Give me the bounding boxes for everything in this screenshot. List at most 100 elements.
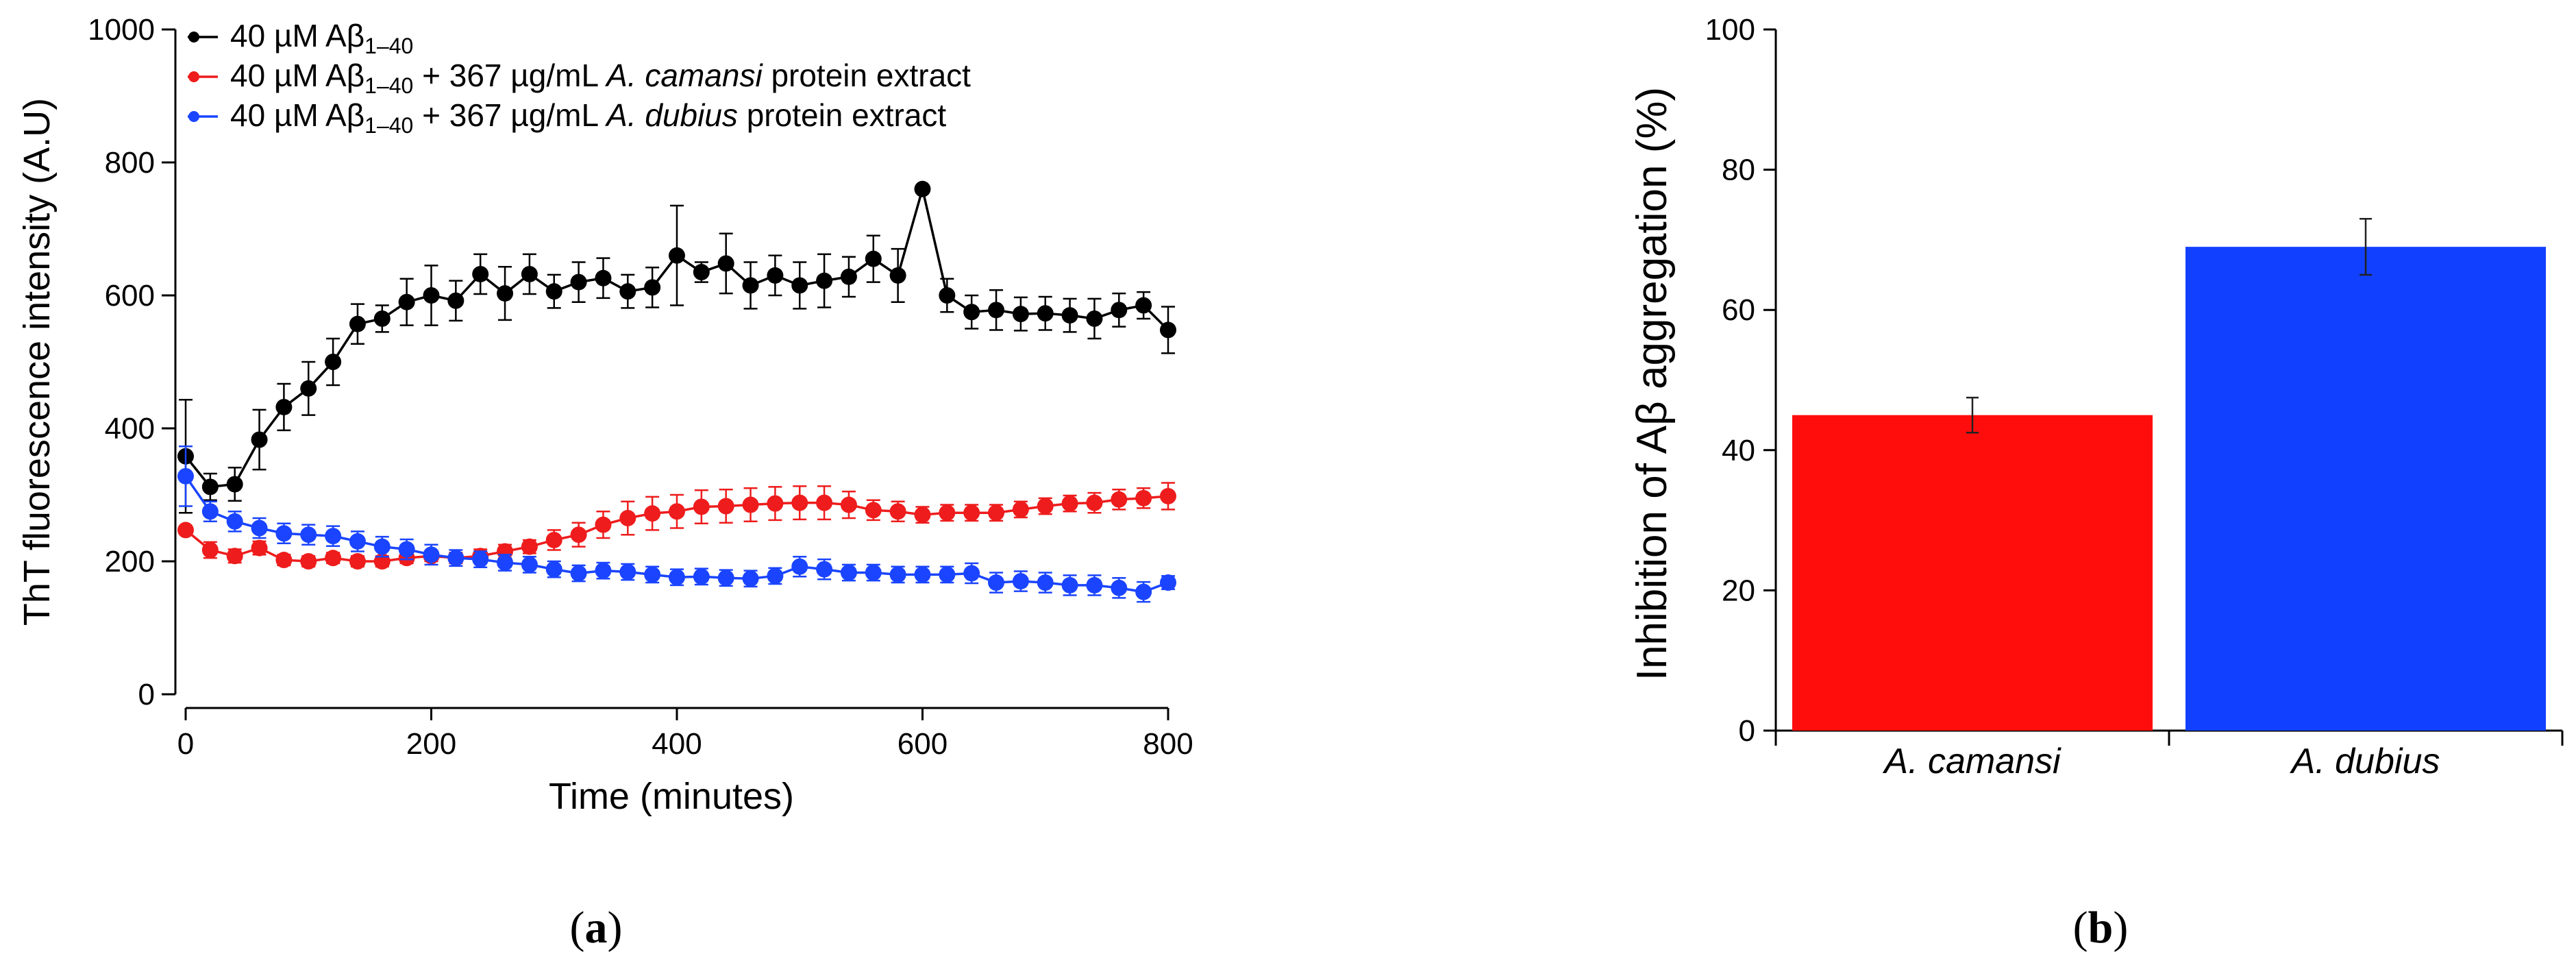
data-point — [939, 287, 956, 304]
data-point — [472, 551, 489, 568]
data-point — [1086, 494, 1103, 511]
legend-item-1: 40 µM Aβ1–40 — [188, 18, 413, 58]
data-point — [201, 478, 219, 496]
data-point — [939, 566, 956, 583]
legend-label-part: 1–40 — [364, 113, 413, 138]
data-point — [889, 267, 906, 284]
y-axis-ticks: 0 200 400 600 800 1000 — [88, 13, 175, 711]
bars-group: A. camansi A. dubius — [1774, 217, 2564, 781]
data-point — [742, 496, 759, 513]
category-label: A. camansi — [1882, 742, 2061, 781]
data-point — [349, 553, 366, 570]
data-point — [1111, 302, 1128, 319]
data-point — [644, 279, 661, 296]
data-point — [226, 476, 243, 493]
data-point — [177, 467, 194, 485]
y-tick-label: 400 — [105, 412, 155, 445]
data-point — [570, 526, 587, 543]
data-point — [717, 255, 734, 272]
data-point — [177, 522, 194, 539]
data-point — [251, 539, 268, 557]
data-point — [767, 495, 784, 512]
data-point — [963, 504, 980, 522]
data-point — [791, 494, 808, 511]
data-point — [300, 526, 317, 543]
data-point — [644, 566, 661, 583]
bar-chart-panel: 0 20 40 60 80 100 A. camansi A. dubius Inhibit… — [1628, 13, 2564, 953]
category-label: A. dubius — [2290, 742, 2440, 781]
y-tick-label: 80 — [1722, 154, 1755, 187]
data-point — [791, 277, 808, 294]
data-point — [963, 304, 980, 321]
data-point — [767, 567, 784, 585]
data-point — [669, 569, 685, 586]
data-point — [472, 265, 489, 282]
data-point — [840, 564, 857, 581]
data-point — [1160, 487, 1176, 504]
data-point — [275, 398, 293, 415]
data-point — [398, 541, 415, 558]
data-point — [1160, 321, 1176, 339]
data-point — [742, 570, 759, 587]
data-point — [644, 505, 661, 522]
data-point — [1061, 307, 1078, 324]
legend-label: 40 µM Aβ1–40 + 367 µg/mL A. dubius prote… — [230, 97, 946, 138]
data-point — [717, 570, 734, 587]
data-point — [423, 546, 440, 563]
y-tick-label: 40 — [1722, 434, 1755, 467]
data-point — [349, 315, 366, 332]
series-3 — [177, 445, 1176, 603]
data-point — [1012, 501, 1029, 518]
data-point — [201, 541, 219, 559]
line-chart-panel: 0 200 400 600 800 1000 0 200 400 600 800 ThT fluo… — [16, 13, 1193, 953]
y-tick-label: 60 — [1722, 293, 1755, 327]
legend-item-3: 40 µM Aβ1–40 + 367 µg/mL A. dubius prote… — [188, 97, 946, 138]
data-point — [889, 503, 906, 520]
bar — [1792, 415, 2153, 731]
data-point — [349, 533, 366, 550]
legend-label-part: A. dubius — [604, 97, 738, 133]
x-tick-label: 600 — [897, 727, 948, 761]
y-axis-ticks: 0 20 40 60 80 100 — [1705, 13, 1776, 748]
data-point — [595, 562, 612, 579]
data-point — [226, 513, 243, 530]
data-point — [595, 269, 612, 286]
data-point — [1135, 297, 1152, 314]
data-point — [963, 565, 980, 582]
data-point — [619, 283, 636, 300]
data-point — [889, 566, 906, 583]
data-point — [816, 272, 833, 289]
y-tick-label: 0 — [138, 678, 155, 711]
legend-label-part: protein extract — [763, 58, 971, 93]
data-point — [619, 563, 636, 581]
data-point — [693, 264, 710, 281]
data-point — [447, 550, 465, 567]
legend-label: 40 µM Aβ1–40 — [230, 18, 413, 58]
data-point — [521, 556, 538, 573]
panel-label-a: (a) — [570, 903, 623, 953]
panel-label-b: (b) — [2073, 903, 2129, 953]
data-point — [300, 380, 317, 397]
data-point — [1037, 574, 1054, 591]
data-point — [325, 354, 342, 370]
legend-label-part: 40 µM Aβ — [230, 58, 364, 93]
data-point — [988, 302, 1005, 319]
legend-marker — [188, 32, 199, 42]
data-point — [373, 310, 391, 327]
y-tick-label: 0 — [1739, 714, 1755, 748]
x-tick-label: 200 — [406, 727, 456, 761]
data-point — [816, 494, 833, 511]
data-point — [275, 525, 293, 542]
legend-label-part: 40 µM Aβ — [230, 18, 364, 53]
data-point — [865, 564, 882, 581]
data-point — [1037, 305, 1054, 322]
data-point — [201, 503, 219, 520]
y-tick-label: 600 — [105, 279, 155, 313]
data-point — [570, 565, 587, 582]
data-point — [1061, 576, 1078, 594]
legend-label-part: + 367 µg/mL — [413, 97, 606, 133]
data-point — [1061, 495, 1078, 512]
data-point — [865, 502, 882, 519]
